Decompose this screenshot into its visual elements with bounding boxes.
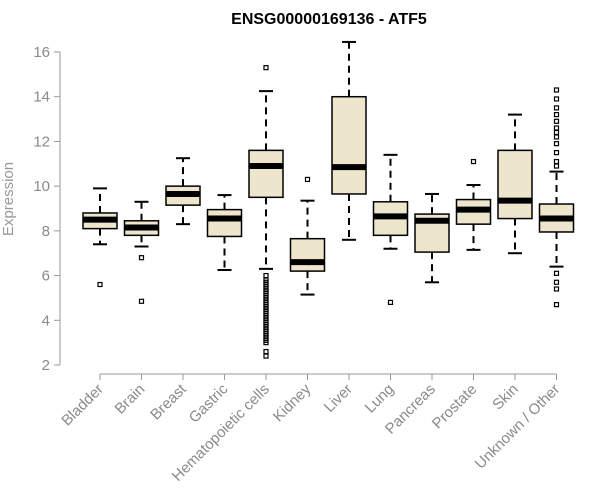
outlier-point: [138, 298, 145, 304]
outlier-point: [263, 65, 269, 71]
box-breast: [165, 157, 201, 226]
chart-title: ENSG00000169136 - ATF5: [231, 11, 427, 28]
box-skin: [497, 113, 533, 255]
outlier-point: [553, 158, 560, 165]
outlier-point: [387, 299, 394, 305]
box-iqr: [206, 208, 243, 238]
outlier-point: [553, 96, 560, 102]
category-label: Prostate: [429, 381, 481, 433]
box-bladder: [82, 187, 118, 288]
y-tick-label: 12: [33, 133, 50, 150]
box-hematopoietic-cells: [248, 65, 284, 359]
box-iqr: [248, 149, 284, 199]
box-iqr: [331, 95, 367, 195]
box-unknown-other: [538, 87, 575, 308]
y-tick-label: 6: [42, 268, 50, 285]
y-tick-label: 10: [33, 178, 50, 195]
outlier-point: [553, 163, 560, 169]
outlier-point: [263, 340, 269, 346]
category-label: Bladder: [58, 381, 107, 430]
outlier-point: [263, 353, 269, 359]
category-label: Brain: [112, 381, 149, 418]
boxes-layer: [82, 40, 575, 359]
box-prostate: [455, 158, 492, 251]
box-brain: [123, 200, 160, 304]
outlier-point: [553, 105, 560, 111]
outlier-point: [553, 141, 560, 147]
outlier-point: [304, 176, 311, 183]
outlier-point: [553, 302, 560, 308]
outlier-point: [138, 255, 145, 261]
outlier-point: [553, 125, 560, 131]
y-axis: 2 4 6 8 10 12 14 16: [33, 44, 61, 374]
outlier-point: [553, 279, 560, 285]
box-kidney: [289, 176, 326, 296]
outlier-point: [263, 348, 269, 355]
outlier-point: [263, 272, 269, 279]
outlier-point: [97, 281, 103, 288]
box-gastric: [206, 194, 243, 271]
y-tick-label: 4: [42, 312, 50, 329]
category-label: Liver: [321, 381, 356, 416]
y-tick-label: 2: [42, 357, 50, 374]
outlier-point: [553, 129, 560, 136]
category-label: Breast: [147, 380, 190, 423]
outlier-point: [553, 134, 560, 140]
y-axis-label: Expression: [0, 162, 17, 236]
outlier-point: [553, 270, 560, 276]
y-tick-label: 14: [33, 89, 50, 106]
outlier-point: [553, 118, 560, 124]
outlier-point: [553, 150, 560, 156]
outlier-point: [553, 286, 560, 292]
category-label: Kidney: [270, 380, 315, 425]
box-lung: [372, 153, 409, 305]
category-label: Lung: [362, 381, 398, 417]
box-iqr: [289, 237, 326, 272]
box-liver: [331, 40, 367, 241]
outlier-point: [470, 158, 477, 165]
category-label: Skin: [489, 381, 522, 414]
outlier-point: [553, 87, 560, 93]
y-tick-label: 8: [42, 223, 50, 240]
y-tick-label: 16: [33, 44, 50, 61]
outlier-point: [553, 111, 560, 118]
box-pancreas: [414, 192, 450, 284]
box-iqr: [497, 149, 533, 220]
